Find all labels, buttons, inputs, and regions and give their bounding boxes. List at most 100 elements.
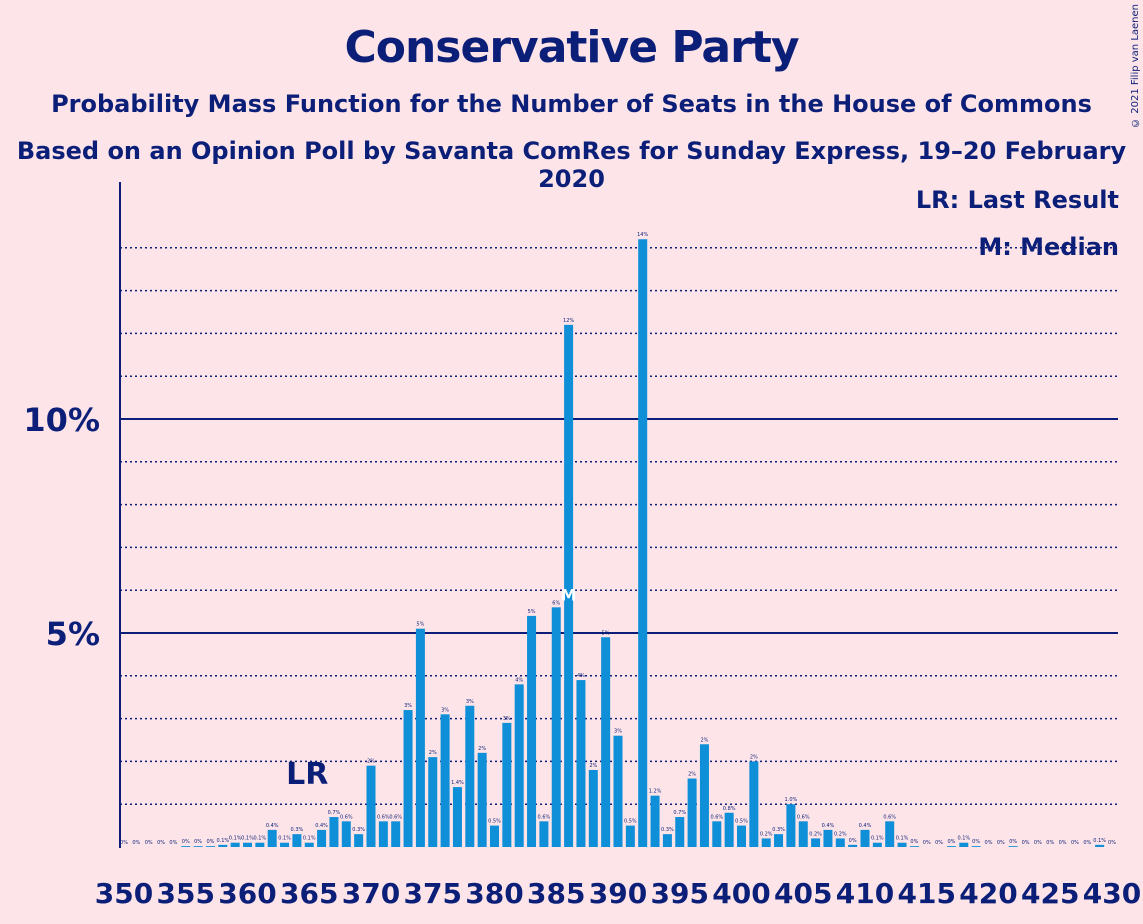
bar-data-label: 0.1% xyxy=(216,838,229,844)
bar-data-label: 6% xyxy=(552,600,560,606)
bar-seat-377 xyxy=(452,787,462,847)
bar-data-label: 3% xyxy=(404,703,412,709)
bar-seat-375 xyxy=(428,757,438,847)
x-tick-label: 365 xyxy=(280,877,338,910)
bar-data-label: 0% xyxy=(1083,840,1091,846)
bar-data-label: 0% xyxy=(972,839,980,845)
bar-seat-381 xyxy=(502,722,512,847)
bar-data-label: 0% xyxy=(947,839,955,845)
x-tick-label: 355 xyxy=(157,877,215,910)
bar-seat-399 xyxy=(724,812,734,847)
bar-data-label: 3% xyxy=(466,699,474,705)
bar-seat-414 xyxy=(909,846,919,847)
bar-seat-380 xyxy=(490,825,499,847)
bar-data-label: 0% xyxy=(1071,840,1079,846)
bar-seat-418 xyxy=(959,842,969,847)
bar-data-label: 0.1% xyxy=(229,836,242,842)
bar-data-label: 2% xyxy=(750,754,758,760)
bar-seat-394 xyxy=(662,834,672,847)
bar-data-label: 0.7% xyxy=(328,810,341,816)
bar-seat-369 xyxy=(354,834,364,847)
bar-seat-404 xyxy=(786,804,796,847)
bar-data-label: 0.1% xyxy=(896,836,909,842)
bar-data-label: 1.0% xyxy=(785,797,798,803)
bar-seat-383 xyxy=(527,615,537,847)
bar-data-label: 1.2% xyxy=(649,789,662,795)
bar-seat-362 xyxy=(267,829,277,847)
x-tick-label: 350 xyxy=(95,877,153,910)
bar-data-label: 3% xyxy=(503,716,511,722)
bar-seat-386 xyxy=(564,324,574,848)
x-tick-label: 410 xyxy=(836,877,894,910)
bar-seat-403 xyxy=(774,834,784,847)
bar-data-label: 0% xyxy=(145,840,153,846)
bar-seat-396 xyxy=(687,778,697,847)
bar-seat-388 xyxy=(588,769,598,847)
bar-seat-376 xyxy=(440,714,450,847)
bar-data-label: 0.6% xyxy=(538,814,551,820)
x-tick-label: 425 xyxy=(1021,877,1079,910)
bar-data-label: 0% xyxy=(910,839,918,845)
bar-seat-359 xyxy=(230,842,240,847)
bar-seat-393 xyxy=(650,795,660,847)
bar-data-label: 0% xyxy=(1046,840,1054,846)
bar-data-label: 0% xyxy=(1034,840,1042,846)
bar-seat-378 xyxy=(465,705,475,847)
bar-seat-397 xyxy=(699,744,709,847)
x-tick-label: 395 xyxy=(651,877,709,910)
y-tick-label: 10% xyxy=(23,401,100,439)
bar-seat-422 xyxy=(1008,846,1018,847)
bar-data-label: 0.1% xyxy=(303,836,316,842)
bar-seat-411 xyxy=(872,842,882,847)
bar-data-label: 0% xyxy=(182,839,190,845)
bar-seat-373 xyxy=(403,710,413,847)
bar-data-label: 0.6% xyxy=(710,814,723,820)
bar-data-label: 5% xyxy=(416,622,424,628)
bar-seat-406 xyxy=(811,838,821,847)
bar-seat-364 xyxy=(292,834,302,847)
bar-seat-379 xyxy=(477,752,487,847)
bar-data-label: 4% xyxy=(577,673,585,679)
bar-data-label: 0% xyxy=(206,839,214,845)
bar-data-label: 0.6% xyxy=(340,814,353,820)
bar-seat-419 xyxy=(971,846,981,847)
x-tick-label: 400 xyxy=(712,877,770,910)
bar-data-label: 3% xyxy=(441,707,449,713)
chart-subtitle: Probability Mass Function for the Number… xyxy=(51,90,1092,118)
bar-data-label: 0.5% xyxy=(735,819,748,825)
bar-data-label: 0.6% xyxy=(377,814,390,820)
bar-data-label: 5% xyxy=(602,630,610,636)
median-marker: M xyxy=(561,585,577,604)
bar-data-label: 0.1% xyxy=(253,836,266,842)
bar-seat-372 xyxy=(391,821,401,847)
bar-seat-385 xyxy=(551,607,561,847)
bar-seat-360 xyxy=(243,842,252,847)
bar-seat-366 xyxy=(317,829,327,847)
bar-seat-402 xyxy=(761,838,771,847)
bar-data-label: 0.3% xyxy=(352,827,365,833)
bar-data-label: 3% xyxy=(614,729,622,735)
bar-seat-412 xyxy=(885,821,895,847)
x-tick-label: 390 xyxy=(589,877,647,910)
bar-seat-356 xyxy=(193,846,203,847)
bar-data-label: 0.1% xyxy=(1093,838,1106,844)
legend-last-result: LR: Last Result xyxy=(915,186,1119,214)
x-tick-label: 380 xyxy=(465,877,523,910)
bar-data-label: 0% xyxy=(194,839,202,845)
bar-data-label: 0% xyxy=(985,840,993,846)
bar-data-label: 0.2% xyxy=(809,831,822,837)
bar-data-label: 0.4% xyxy=(266,823,279,829)
x-tick-label: 375 xyxy=(404,877,462,910)
bar-data-label: 0.4% xyxy=(822,823,835,829)
x-tick-label: 405 xyxy=(774,877,832,910)
bar-seat-410 xyxy=(860,829,870,847)
bar-data-label: 0% xyxy=(169,840,177,846)
bar-seat-387 xyxy=(576,680,586,847)
bar-seat-408 xyxy=(835,838,845,847)
bar-seat-368 xyxy=(341,821,351,847)
bar-seat-382 xyxy=(514,684,524,847)
bar-seat-390 xyxy=(613,735,623,847)
bar-seat-363 xyxy=(280,842,290,847)
bar-data-label: 1.4% xyxy=(451,780,464,786)
